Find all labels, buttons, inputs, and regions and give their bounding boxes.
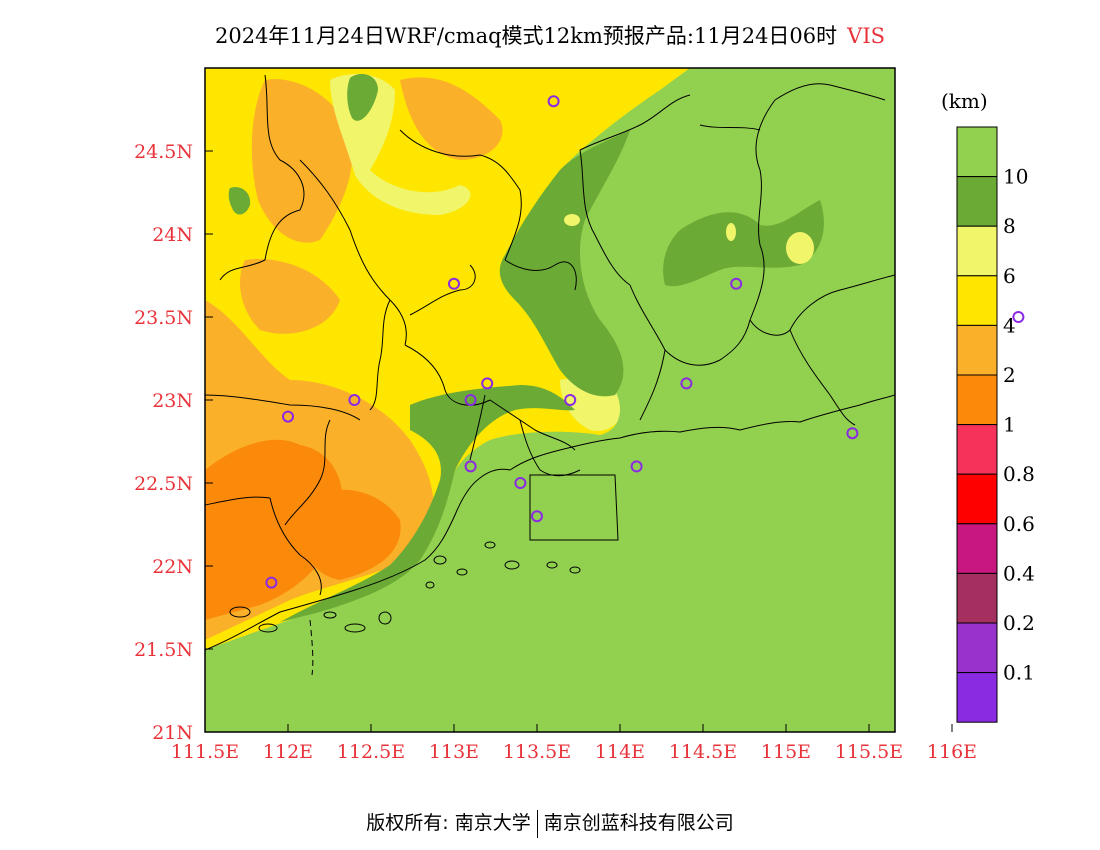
city-marker (846, 427, 859, 440)
vis-zone-8-10km-spot (228, 186, 251, 215)
colorbar-label: 0.1 (1003, 661, 1035, 685)
city-marker (282, 410, 294, 423)
vis-spot-6-8km-inland (564, 214, 580, 226)
colorbar-label: 0.4 (1003, 561, 1035, 585)
colorbar-label: 8 (1003, 214, 1016, 238)
y-tick-label: 22.5N (134, 473, 193, 495)
vis-zone-8-10km-north-spot (347, 74, 378, 121)
x-tick-label: 112E (263, 741, 313, 763)
x-tick-label: 113E (429, 741, 479, 763)
colorbar-label: 4 (1003, 313, 1016, 337)
colorbar-label: 2 (1003, 363, 1016, 387)
vis-zone-8-10km-east (663, 200, 824, 287)
vis-zone-8-10km-inland (499, 130, 630, 397)
title-variable: VIS (847, 24, 886, 48)
city-marker (547, 95, 560, 108)
colorbar-segment (956, 176, 998, 227)
y-axis-ticks: 24.5N 24N 23.5N 23N 22.5N 22N 21.5N 21N (134, 141, 213, 744)
colorbar: 10 8 6 4 2 1 0.8 0.6 0.4 0.2 0.1 (956, 126, 1035, 723)
x-tick-label: 116E (927, 741, 977, 763)
vis-zone-8-10km-coastal-band (280, 385, 575, 622)
y-tick-label: 24.5N (134, 141, 193, 163)
city-marker (481, 377, 494, 390)
islands (229, 541, 581, 633)
city-marker (630, 460, 643, 473)
colorbar-segment (956, 324, 998, 376)
vis-spot-6-8km-east (786, 232, 814, 264)
footer-right: 南京创蓝科技有限公司 (543, 812, 734, 834)
y-tick-label: 23N (152, 390, 193, 412)
vis-zone-1-2km-west (205, 439, 343, 620)
colorbar-segment (956, 572, 998, 624)
city-marker (464, 460, 477, 473)
title-text: 2024年11月24日WRF/cmaq模式12km预报产品:11月24日06时 (214, 24, 838, 48)
colorbar-segment (956, 225, 998, 277)
colorbar-segment (956, 275, 998, 326)
city-marker (448, 277, 460, 290)
colorbar-label: 6 (1003, 264, 1016, 288)
y-tick-label: 24N (152, 224, 193, 246)
colorbar-segment (956, 523, 998, 574)
city-marker (680, 377, 693, 390)
colorbar-segment (956, 473, 998, 525)
visibility-field (205, 68, 895, 732)
vis-zone-2-4km-mid (240, 259, 340, 334)
colorbar-segment (956, 374, 998, 426)
vis-spot-6-8km-east-small (726, 223, 736, 241)
x-tick-label: 114.5E (669, 741, 737, 763)
colorbar-segment (956, 126, 998, 178)
x-tick-label: 111.5E (171, 741, 239, 763)
copyright-footer: 版权所有: 南京大学 南京创蓝科技有限公司 (0, 808, 1100, 838)
city-marker (514, 477, 527, 489)
y-tick-label: 22N (152, 556, 193, 578)
city-marker (730, 277, 743, 290)
x-tick-label: 112.5E (337, 741, 405, 763)
city-marker (464, 394, 477, 406)
vis-zone-2-4km-north (400, 77, 503, 160)
city-marker (348, 394, 361, 406)
y-tick-label: 23.5N (134, 307, 193, 329)
x-tick-label: 115.5E (835, 741, 903, 763)
colorbar-segment (956, 424, 998, 475)
colorbar-segment (956, 672, 998, 723)
x-axis-ticks: 111.5E 112E 112.5E 113E 113.5E 114E 114.5E 115E… (171, 724, 977, 763)
city-marker (265, 576, 278, 589)
vis-zone-1-2km-center (299, 489, 401, 580)
city-marker (531, 510, 543, 523)
x-tick-label: 115E (761, 741, 811, 763)
city-marker (564, 394, 577, 406)
colorbar-label: 1 (1003, 413, 1016, 437)
x-tick-label: 114E (595, 741, 645, 763)
colorbar-units: (km) (941, 89, 988, 113)
colorbar-label: 10 (1003, 165, 1028, 189)
city-marker (1012, 311, 1025, 323)
footer-separator (536, 809, 538, 838)
footer-left: 版权所有: 南京大学 (366, 812, 531, 834)
map-title: 2024年11月24日WRF/cmaq模式12km预报产品:11月24日06时 V… (0, 20, 1100, 50)
x-tick-label: 113.5E (503, 741, 571, 763)
colorbar-segment (956, 622, 998, 674)
colorbar-label: 0.6 (1003, 512, 1035, 536)
colorbar-label: 0.8 (1003, 462, 1035, 486)
vis-zone-2-4km-north-west (251, 79, 353, 243)
y-tick-label: 21N (152, 722, 193, 744)
colorbar-label: 0.2 (1003, 611, 1035, 635)
y-tick-label: 21.5N (134, 639, 193, 661)
admin-boundaries (205, 74, 895, 676)
